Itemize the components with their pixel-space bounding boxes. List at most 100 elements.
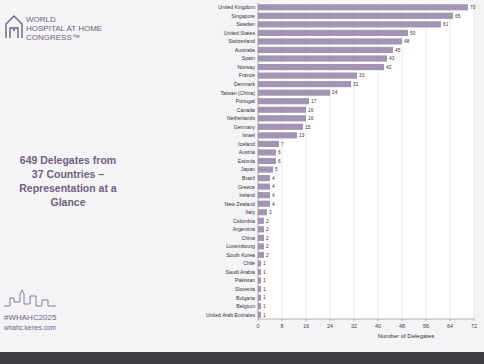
bar <box>258 30 408 36</box>
tick <box>378 319 379 321</box>
data-label: 24 <box>332 90 338 95</box>
data-label: 15 <box>305 125 311 130</box>
skyline <box>4 290 56 306</box>
data-label: 70 <box>470 5 476 10</box>
bar <box>258 184 270 190</box>
bar <box>258 243 264 249</box>
bar <box>258 277 261 283</box>
data-label: 45 <box>395 48 401 53</box>
tick-label: 64 <box>447 323 453 329</box>
tick-label: 0 <box>256 323 259 329</box>
data-label: 2 <box>266 244 269 249</box>
tick <box>402 319 403 321</box>
bar <box>258 192 270 198</box>
bars <box>258 4 468 318</box>
x-axis <box>258 319 474 320</box>
logo-text: WORLD <box>26 15 56 24</box>
bar <box>258 81 351 87</box>
plot-area <box>258 3 474 319</box>
category-label: Portugal <box>236 98 255 104</box>
bar <box>258 260 261 266</box>
data-label: 16 <box>308 108 314 113</box>
x-axis-label: Number of Delegates <box>378 333 435 339</box>
category-label: Iceland <box>238 141 255 147</box>
data-label: 4 <box>272 184 275 189</box>
data-label: 65 <box>455 14 461 19</box>
data-label: 13 <box>299 133 305 138</box>
category-label: United Arab Emirates <box>206 312 255 318</box>
bar <box>258 107 306 113</box>
y-axis <box>258 3 259 319</box>
bar <box>258 38 402 44</box>
data-label: 1 <box>263 313 266 318</box>
data-label: 2 <box>266 227 269 232</box>
tick-label: 40 <box>375 323 381 329</box>
bar <box>258 286 261 292</box>
bar <box>258 201 270 207</box>
bar <box>258 47 393 53</box>
category-label: Spain <box>242 55 255 61</box>
bar <box>258 13 453 19</box>
tick <box>258 319 259 321</box>
category-label: Bulgaria <box>236 295 255 301</box>
hashtag: #WHAHC2025 <box>4 313 57 322</box>
category-label: Belgium <box>236 303 255 309</box>
category-label: Israel <box>242 132 255 138</box>
data-label: 1 <box>263 261 266 266</box>
url: whahc.kenes.com <box>3 324 56 331</box>
category-label: New Zealand <box>224 201 255 207</box>
category-label: Norway <box>237 64 255 70</box>
category-label: Pakistan <box>235 277 255 283</box>
title-line: Representation at a <box>19 182 117 194</box>
category-label: China <box>241 235 255 241</box>
bar <box>258 64 384 70</box>
data-label: 17 <box>311 99 317 104</box>
data-label: 33 <box>359 73 365 78</box>
data-label: 7 <box>281 142 284 147</box>
data-label: 1 <box>263 278 266 283</box>
data-label: 3 <box>269 210 272 215</box>
data-label: 2 <box>266 236 269 241</box>
bar <box>258 73 357 79</box>
logo-text: HOSPITAL AT HOME <box>26 24 102 33</box>
grid-line <box>474 3 475 319</box>
category-label: Saudi Arabia <box>226 269 256 275</box>
data-label: 43 <box>389 56 395 61</box>
grid-line <box>426 3 427 319</box>
data-label: 42 <box>386 65 392 70</box>
tick-label: 56 <box>423 323 429 329</box>
category-label: Estonia <box>238 158 255 164</box>
data-label: 1 <box>263 304 266 309</box>
category-label: Switzerland <box>228 38 255 44</box>
data-label: 4 <box>272 202 275 207</box>
category-label: Colombia <box>233 218 255 224</box>
bar <box>258 21 441 27</box>
tick-label: 24 <box>327 323 333 329</box>
grid-line <box>450 3 451 319</box>
tick <box>354 319 355 321</box>
bar <box>258 4 468 10</box>
data-label: 6 <box>278 159 281 164</box>
bar <box>258 141 279 147</box>
data-label: 2 <box>266 219 269 224</box>
category-label: Italy <box>245 209 255 215</box>
category-label: France <box>239 72 255 78</box>
title-line: Glance <box>50 196 85 208</box>
category-label: Greece <box>238 184 255 190</box>
category-label: Canada <box>237 107 255 113</box>
tick <box>330 319 331 321</box>
tick <box>282 319 283 321</box>
bar <box>258 303 261 309</box>
category-label: Australia <box>235 47 255 53</box>
category-label: Ireland <box>239 192 255 198</box>
bar <box>258 269 261 275</box>
category-label: Slovenia <box>235 286 255 292</box>
tick <box>474 319 475 321</box>
bar <box>258 209 267 215</box>
bar <box>258 175 270 181</box>
category-label: Argentina <box>233 226 255 232</box>
title: 649 Delegates from37 Countries –Represen… <box>19 154 117 208</box>
tick-label: 32 <box>351 323 357 329</box>
bar <box>258 218 264 224</box>
category-label: South Korea <box>226 252 255 258</box>
